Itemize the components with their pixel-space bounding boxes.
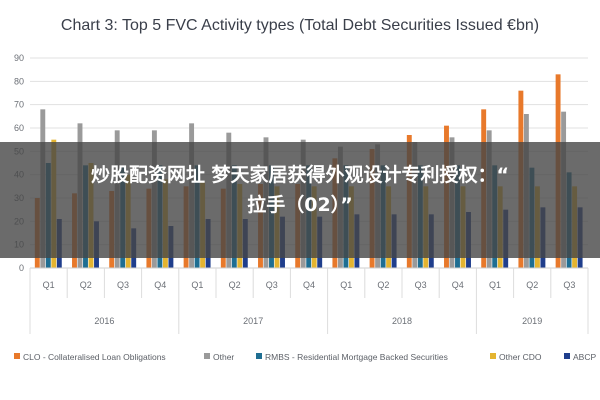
year-label: 2019 [522,316,542,326]
legend: CLO - Collateralised Loan Obligations Oth… [14,352,596,362]
legend-label: CLO - Collateralised Loan Obligations [23,352,166,362]
x-tick-label: Q2 [526,280,538,290]
legend-label: ABCP [573,352,596,362]
legend-swatch [564,353,570,359]
watermark-line-1: 炒股配资网址 梦天家居获得外观设计专利授权：“ [90,164,510,186]
watermark-band [0,142,600,258]
y-tick-label: 70 [14,100,24,110]
legend-label: Other [213,352,234,362]
y-tick-label: 60 [14,123,24,133]
y-tick-label: 80 [14,76,24,86]
x-tick-label: Q3 [117,280,129,290]
legend-label: Other CDO [499,352,542,362]
legend-swatch [490,353,496,359]
x-tick-label: Q1 [489,280,501,290]
x-axis: Q1 Q2 Q3 Q4 Q1 Q2 Q3 Q4 Q1 Q2 Q3 Q4 Q1 Q2 Q3 2016 2017 20… [29,267,589,334]
watermark-line-2: 拉手（02）” [247,194,353,216]
x-tick-label: Q4 [303,280,315,290]
x-tick-label: Q2 [377,280,389,290]
x-tick-label: Q1 [191,280,203,290]
x-tick-label: Q4 [154,280,166,290]
watermark-text: 炒股配资网址 梦天家居获得外观设计专利授权：“ 拉手（02）” [0,160,600,220]
x-tick-label: Q2 [229,280,241,290]
x-tick-label: Q1 [340,280,352,290]
x-tick-label: Q1 [43,280,55,290]
chart-title: Chart 3: Top 5 FVC Activity types (Total… [61,17,539,34]
y-tick-label: 90 [14,53,24,63]
x-tick-label: Q2 [80,280,92,290]
year-label: 2016 [94,316,114,326]
legend-swatch [256,353,262,359]
x-tick-label: Q4 [452,280,464,290]
year-label: 2017 [243,316,263,326]
legend-swatch [14,353,20,359]
x-tick-label: Q3 [266,280,278,290]
x-tick-label: Q3 [563,280,575,290]
legend-label: RMBS - Residential Mortgage Backed Secur… [265,352,448,362]
legend-swatch [204,353,210,359]
x-tick-label: Q3 [415,280,427,290]
year-label: 2018 [392,316,412,326]
y-tick-label: 0 [19,263,24,273]
